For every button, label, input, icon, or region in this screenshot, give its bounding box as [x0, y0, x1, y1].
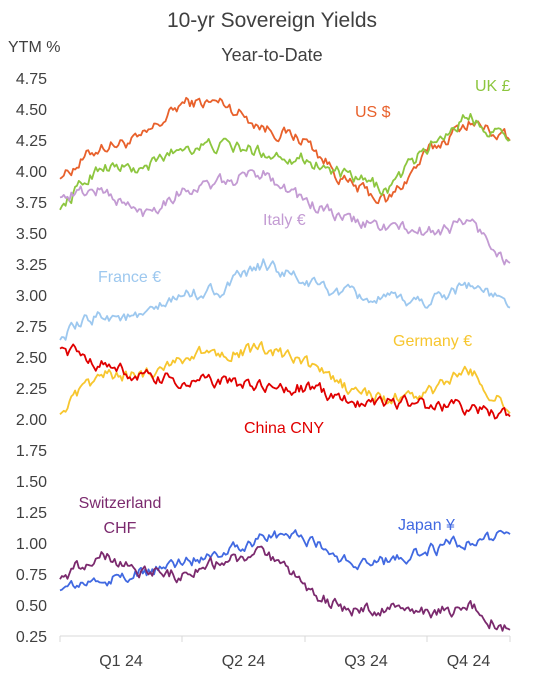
chart-subtitle: Year-to-Date — [221, 45, 322, 65]
label-us: US $ — [355, 104, 391, 121]
y-tick-label: 2.00 — [16, 412, 47, 429]
series-labels: US $ UK £ Italy € France € Germany € Chi… — [79, 78, 511, 537]
y-axis-label: YTM % — [8, 39, 60, 56]
y-tick-label: 1.25 — [16, 505, 47, 522]
label-japan: Japan ¥ — [398, 517, 455, 534]
label-germany: Germany € — [393, 333, 472, 350]
series-line — [59, 529, 511, 592]
series-line — [59, 258, 511, 341]
y-axis-ticks: 4.75 4.50 4.25 4.00 3.75 3.50 3.25 3.00 2.75 2.50… — [16, 71, 47, 646]
y-tick-label: 0.50 — [16, 598, 47, 615]
x-tick-label: Q3 24 — [344, 653, 388, 670]
y-tick-label: 4.25 — [16, 133, 47, 150]
chart-title: 10-yr Sovereign Yields — [167, 9, 377, 32]
y-tick-label: 3.50 — [16, 226, 47, 243]
y-tick-label: 2.25 — [16, 381, 47, 398]
label-china: China CNY — [244, 420, 324, 437]
y-tick-label: 2.50 — [16, 350, 47, 367]
label-uk: UK £ — [475, 78, 511, 95]
label-france: France € — [98, 269, 161, 286]
x-axis-ticks: Q1 24 Q2 24 Q3 24 Q4 24 — [99, 653, 490, 670]
x-tick-label: Q2 24 — [222, 653, 266, 670]
y-tick-label: 3.25 — [16, 257, 47, 274]
y-tick-label: 0.25 — [16, 629, 47, 646]
y-tick-label: 0.75 — [16, 567, 47, 584]
x-tick-label: Q1 24 — [99, 653, 143, 670]
label-switzerland-2: CHF — [104, 520, 137, 537]
y-tick-label: 4.75 — [16, 71, 47, 88]
y-tick-label: 1.75 — [16, 443, 47, 460]
label-italy: Italy € — [263, 212, 306, 229]
y-tick-label: 3.75 — [16, 195, 47, 212]
series-line — [59, 96, 511, 205]
x-tick-label: Q4 24 — [447, 653, 491, 670]
series-line — [59, 343, 511, 420]
x-axis — [59, 635, 511, 642]
y-tick-label: 1.50 — [16, 474, 47, 491]
series-line — [59, 545, 511, 632]
series-line — [59, 169, 511, 266]
y-tick-label: 4.00 — [16, 164, 47, 181]
y-tick-label: 2.75 — [16, 319, 47, 336]
y-tick-label: 3.00 — [16, 288, 47, 305]
y-tick-label: 1.00 — [16, 536, 47, 553]
y-tick-label: 4.50 — [16, 102, 47, 119]
label-switzerland-1: Switzerland — [79, 495, 162, 512]
series-line — [59, 113, 511, 211]
series-lines — [59, 96, 511, 632]
